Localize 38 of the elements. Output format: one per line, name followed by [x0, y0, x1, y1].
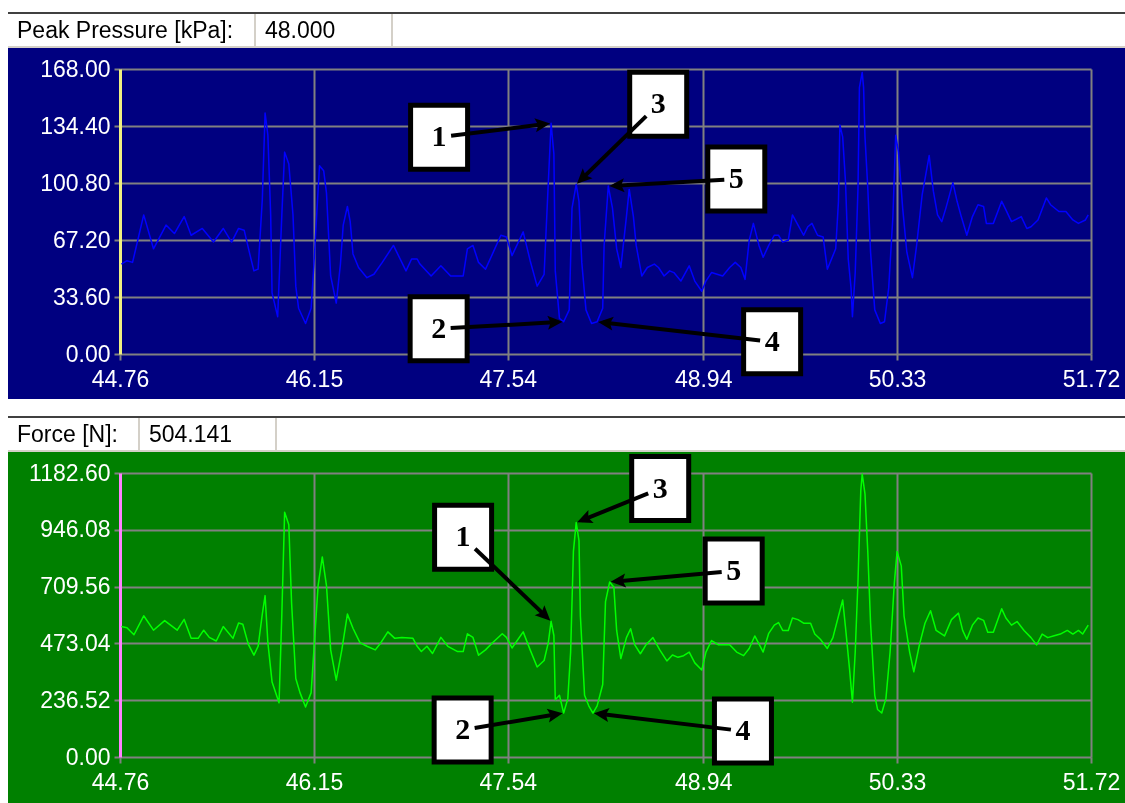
y-tick-label: 100.80: [40, 169, 111, 196]
y-tick-label: 0.00: [65, 743, 111, 770]
y-tick-label: 236.52: [40, 686, 111, 713]
x-tick-label: 50.33: [868, 768, 927, 795]
annotation: 4: [735, 713, 751, 747]
x-tick-label: 51.72: [1062, 768, 1121, 795]
chart-title: Peak Pressure [kPa]:: [8, 14, 256, 48]
annotation: 3: [650, 86, 666, 120]
annotation: 2: [431, 310, 447, 344]
y-tick-label: 67.20: [52, 226, 111, 253]
annotation: 1: [455, 519, 471, 553]
x-tick-label: 51.72: [1062, 365, 1121, 392]
x-tick-label: 47.54: [479, 768, 538, 795]
chart-subtitle: 48.000: [256, 14, 393, 48]
x-tick-label: 46.15: [285, 768, 344, 795]
x-tick-label: 48.94: [674, 365, 733, 392]
y-tick-label: 1182.60: [29, 459, 111, 486]
y-tick-label: 473.04: [40, 629, 111, 656]
y-tick-label: 168.00: [40, 55, 111, 82]
chart-subtitle: 504.141: [140, 418, 277, 452]
x-tick-label: 48.94: [674, 768, 733, 795]
y-tick-label: 709.56: [40, 573, 111, 600]
x-tick-label: 44.76: [91, 768, 150, 795]
annotation: 3: [652, 470, 668, 504]
annotation: 1: [431, 119, 447, 153]
x-tick-label: 46.15: [285, 365, 344, 392]
chart-title: Force [N]:: [8, 418, 140, 452]
annotation: 5: [726, 552, 742, 586]
x-tick-label: 44.76: [91, 365, 150, 392]
x-tick-label: 47.54: [479, 365, 538, 392]
y-tick-label: 33.60: [52, 283, 111, 310]
annotation: 2: [455, 712, 471, 746]
annotation: 4: [764, 323, 780, 357]
y-tick-label: 134.40: [40, 112, 111, 139]
annotation: 5: [728, 161, 744, 195]
y-tick-label: 0.00: [65, 340, 111, 367]
x-tick-label: 50.33: [868, 365, 927, 392]
y-tick-label: 946.08: [40, 516, 111, 543]
